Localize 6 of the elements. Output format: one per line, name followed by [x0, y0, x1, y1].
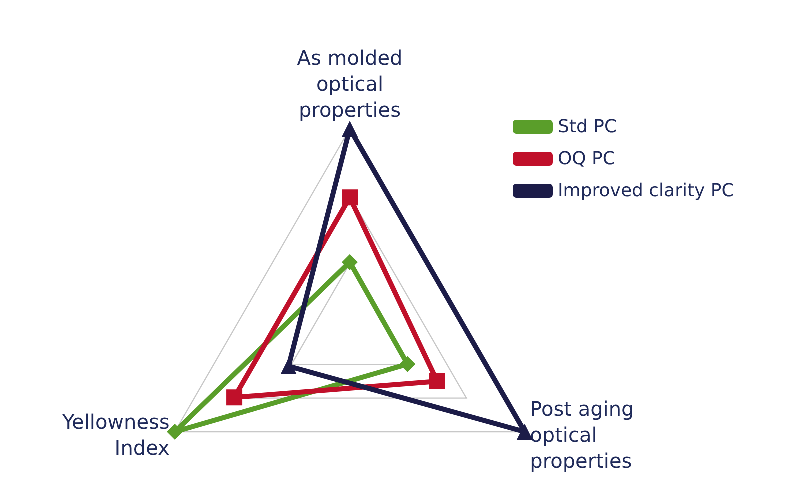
legend-label: Std PC: [558, 116, 618, 138]
legend-label: Improved clarity PC: [558, 180, 734, 202]
spoke-label: Post aging optical properties: [530, 397, 634, 473]
legend-label: OQ PC: [558, 148, 616, 170]
spoke-label: As molded optical properties: [297, 46, 403, 122]
spoke-label: Yellowness Index: [61, 410, 170, 460]
